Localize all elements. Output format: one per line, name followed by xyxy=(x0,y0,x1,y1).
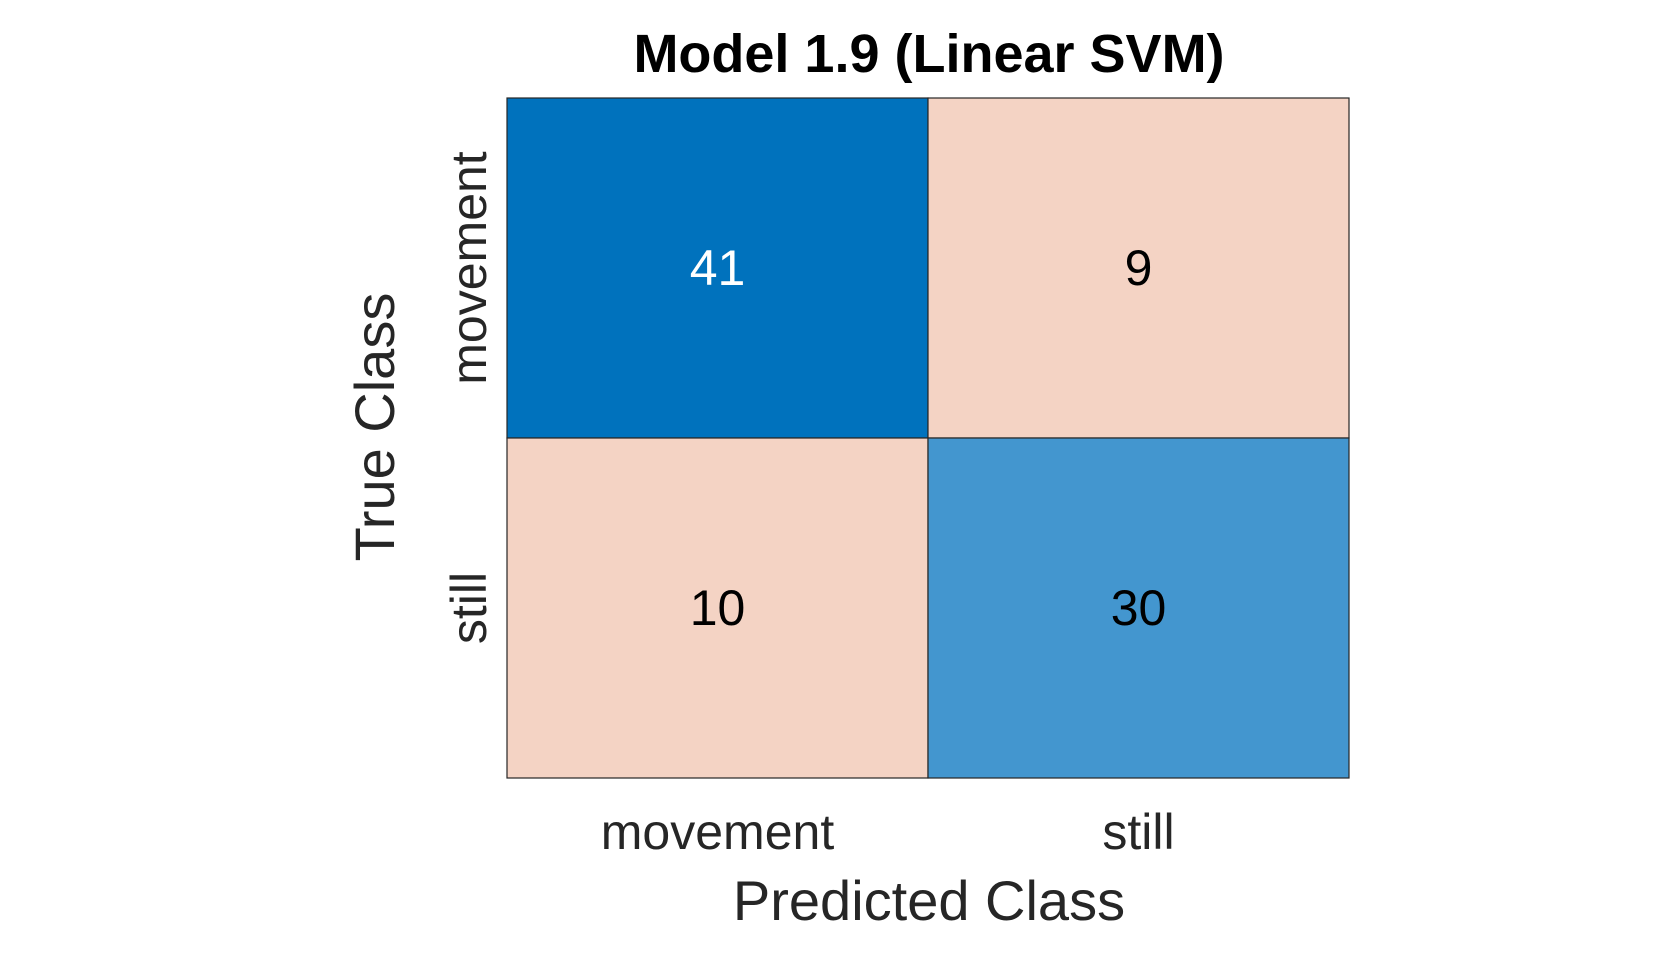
x-tick-label: movement xyxy=(601,804,835,860)
x-axis-label: Predicted Class xyxy=(733,869,1125,932)
chart-title: Model 1.9 (Linear SVM) xyxy=(633,24,1224,84)
x-tick-labels: movement still xyxy=(601,804,1175,860)
matrix-cell-1-0 xyxy=(506,437,929,779)
y-axis-label: True Class xyxy=(343,293,406,562)
cell-value-label: 30 xyxy=(1111,580,1167,636)
cell-value-label: 10 xyxy=(690,580,746,636)
matrix-cell-0-1 xyxy=(927,97,1350,439)
matrix-cells: 41 9 10 30 xyxy=(506,97,1350,779)
matrix-cell-0-0 xyxy=(506,97,929,439)
cell-value-label: 41 xyxy=(690,240,746,296)
y-tick-labels: movement still xyxy=(441,151,497,644)
x-tick-label: still xyxy=(1102,804,1174,860)
cell-value-label: 9 xyxy=(1125,240,1153,296)
matrix-cell-1-1 xyxy=(927,437,1350,779)
y-tick-label: movement xyxy=(441,151,497,385)
y-tick-label: still xyxy=(441,572,497,644)
